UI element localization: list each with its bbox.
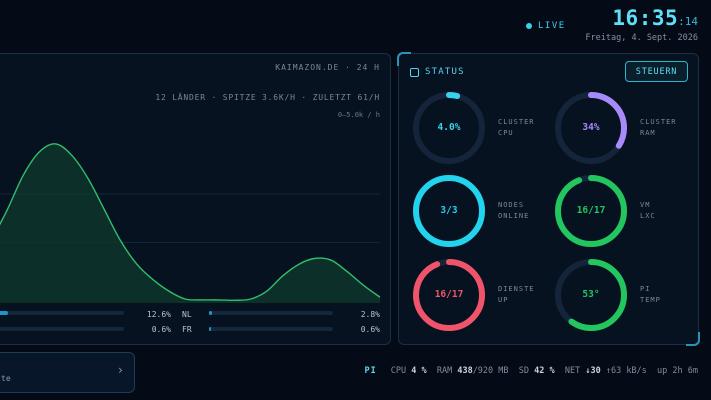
gauge-label: ONLINE	[498, 212, 530, 220]
country-bar-fill	[209, 327, 211, 331]
gauge-label: RAM	[640, 129, 656, 137]
uptime: up 2h 6m	[657, 366, 698, 376]
gauge-label: VM	[640, 201, 651, 209]
cpu-value: 4 %	[411, 366, 427, 376]
steuern-button[interactable]: STEUERN	[625, 61, 688, 82]
gauge-ring	[413, 175, 485, 247]
live-dot-icon	[526, 23, 532, 29]
bottom-card-text: te	[1, 374, 11, 383]
corner-accent	[686, 332, 700, 346]
pi-label: PI	[364, 366, 377, 376]
traffic-area	[0, 143, 380, 303]
live-label: LIVE	[538, 21, 566, 31]
status-title-label: STATUS	[425, 67, 465, 77]
bottom-card[interactable]: te ›	[0, 352, 135, 393]
gauge-label: CLUSTER	[640, 118, 677, 126]
gauge-ring	[413, 259, 485, 331]
net-label: NET	[564, 366, 581, 376]
gauge-arc	[413, 175, 485, 247]
gauge-arc	[555, 175, 627, 247]
gauge-label: LXC	[640, 212, 656, 220]
gauge-caption: PI TEMP	[640, 284, 661, 306]
gauge-label: NODES	[498, 201, 525, 209]
sd-value: 42 %	[534, 366, 555, 376]
traffic-scale: 0–5.0k / h	[337, 111, 380, 119]
traffic-chart	[0, 143, 381, 303]
gauge-caption: VM LXC	[640, 200, 656, 222]
status-square-icon	[410, 67, 419, 77]
gauge-label: PI	[640, 285, 651, 293]
corner-accent	[397, 52, 411, 66]
gauge-value: 4.0%	[437, 122, 461, 133]
gauge-ring	[555, 92, 627, 164]
gauge-caption: NODES ONLINE	[498, 200, 529, 222]
clock-time: 16:35	[612, 6, 679, 30]
gauge-ring	[555, 259, 627, 331]
country-pct: 12.6%	[146, 310, 171, 319]
country-code: NL	[182, 310, 192, 319]
system-stats: PI CPU 4 % RAM 438/920 MB SD 42 % NET ↓3…	[365, 366, 699, 376]
clock-seconds: :14	[678, 15, 698, 28]
sd-label: SD	[518, 366, 530, 376]
traffic-source: KAIMAZON.DE · 24 H	[275, 63, 380, 72]
gauge-caption: CLUSTER CPU	[498, 117, 535, 139]
country-bar	[0, 327, 124, 331]
gauge-label: CLUSTER	[498, 118, 535, 126]
gauge-value: 16/17	[576, 205, 606, 216]
gauge-value: 53°	[582, 289, 600, 300]
country-code: FR	[182, 325, 192, 334]
gauge-caption: DIENSTE UP	[498, 284, 535, 306]
gauge-label: DIENSTE	[498, 285, 535, 293]
gauge-value: 3/3	[440, 205, 458, 216]
gauge-label: TEMP	[640, 296, 661, 304]
cpu-label: CPU	[390, 366, 407, 376]
gauge-label: UP	[498, 296, 509, 304]
country-bar	[209, 327, 333, 331]
country-pct: 0.6%	[151, 325, 171, 334]
gauge-arc	[555, 92, 627, 164]
traffic-line	[0, 143, 381, 302]
live-indicator: LIVE	[526, 21, 566, 31]
country-bar	[0, 311, 124, 315]
clock-date: Freitag, 4. Sept. 2026	[585, 33, 698, 43]
net-down: ↓30	[585, 366, 601, 376]
gauge-label: CPU	[498, 129, 514, 137]
gauge-arc	[555, 259, 627, 331]
ram-total: /920 MB	[472, 366, 509, 376]
net-up: ↑63 kB/s	[605, 366, 647, 376]
gauge-arc	[413, 92, 485, 164]
gauge-ring	[555, 175, 627, 247]
traffic-panel: KAIMAZON.DE · 24 H 12 LÄNDER · SPITZE 3.…	[0, 53, 391, 345]
gauge-value: 34%	[582, 122, 600, 133]
gauge-arc	[413, 259, 485, 331]
ram-label: RAM	[436, 366, 453, 376]
clock: 16:35:14 Freitag, 4. Sept. 2026	[585, 6, 698, 43]
country-pct: 2.8%	[360, 310, 380, 319]
gauge-value: 16/17	[434, 289, 464, 300]
ram-value: 438	[457, 366, 473, 376]
gauge-caption: CLUSTER RAM	[640, 117, 677, 139]
gauge-ring	[413, 92, 485, 164]
status-title: STATUS	[410, 67, 465, 77]
country-bar-fill	[209, 311, 213, 315]
country-bar-fill	[0, 311, 8, 315]
country-bar	[209, 311, 333, 315]
status-panel: STATUS STEUERN 4.0% CLUSTER CPU 34% CLUSTER R…	[398, 53, 699, 345]
country-pct: 0.6%	[360, 325, 380, 334]
chevron-right-icon[interactable]: ›	[116, 363, 124, 377]
traffic-subtitle: 12 LÄNDER · SPITZE 3.6K/H · ZULETZT 61/H	[155, 93, 380, 102]
